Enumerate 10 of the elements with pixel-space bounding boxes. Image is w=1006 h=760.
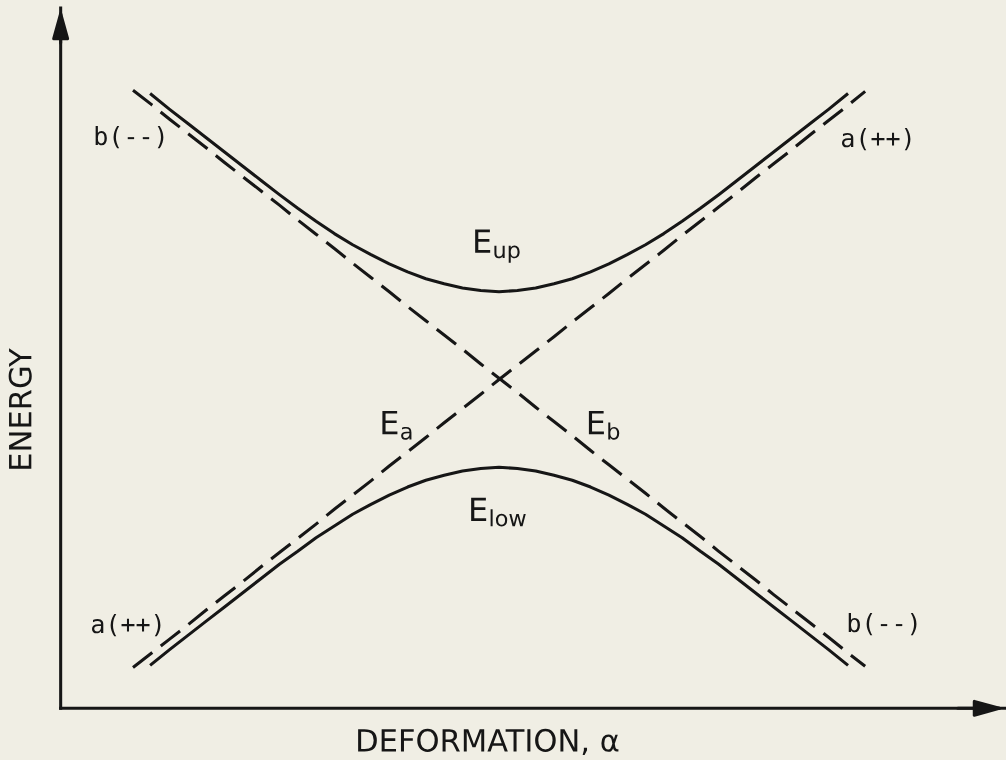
series-label: E$_{b}$ bbox=[588, 410, 620, 440]
series-label: E$_{a}$ bbox=[382, 410, 412, 440]
x-axis-title: DEFORMATION, α bbox=[358, 728, 619, 756]
annotation: b(--) bbox=[95, 126, 164, 149]
series-label: E$_{up}$ bbox=[475, 229, 520, 263]
annotation: a(++) bbox=[91, 614, 161, 637]
annotation: a(++) bbox=[841, 127, 911, 151]
y-axis-title: ENERGY bbox=[8, 348, 32, 469]
annotation: b(--) bbox=[848, 612, 917, 636]
series-label: E$_{low}$ bbox=[471, 497, 526, 527]
